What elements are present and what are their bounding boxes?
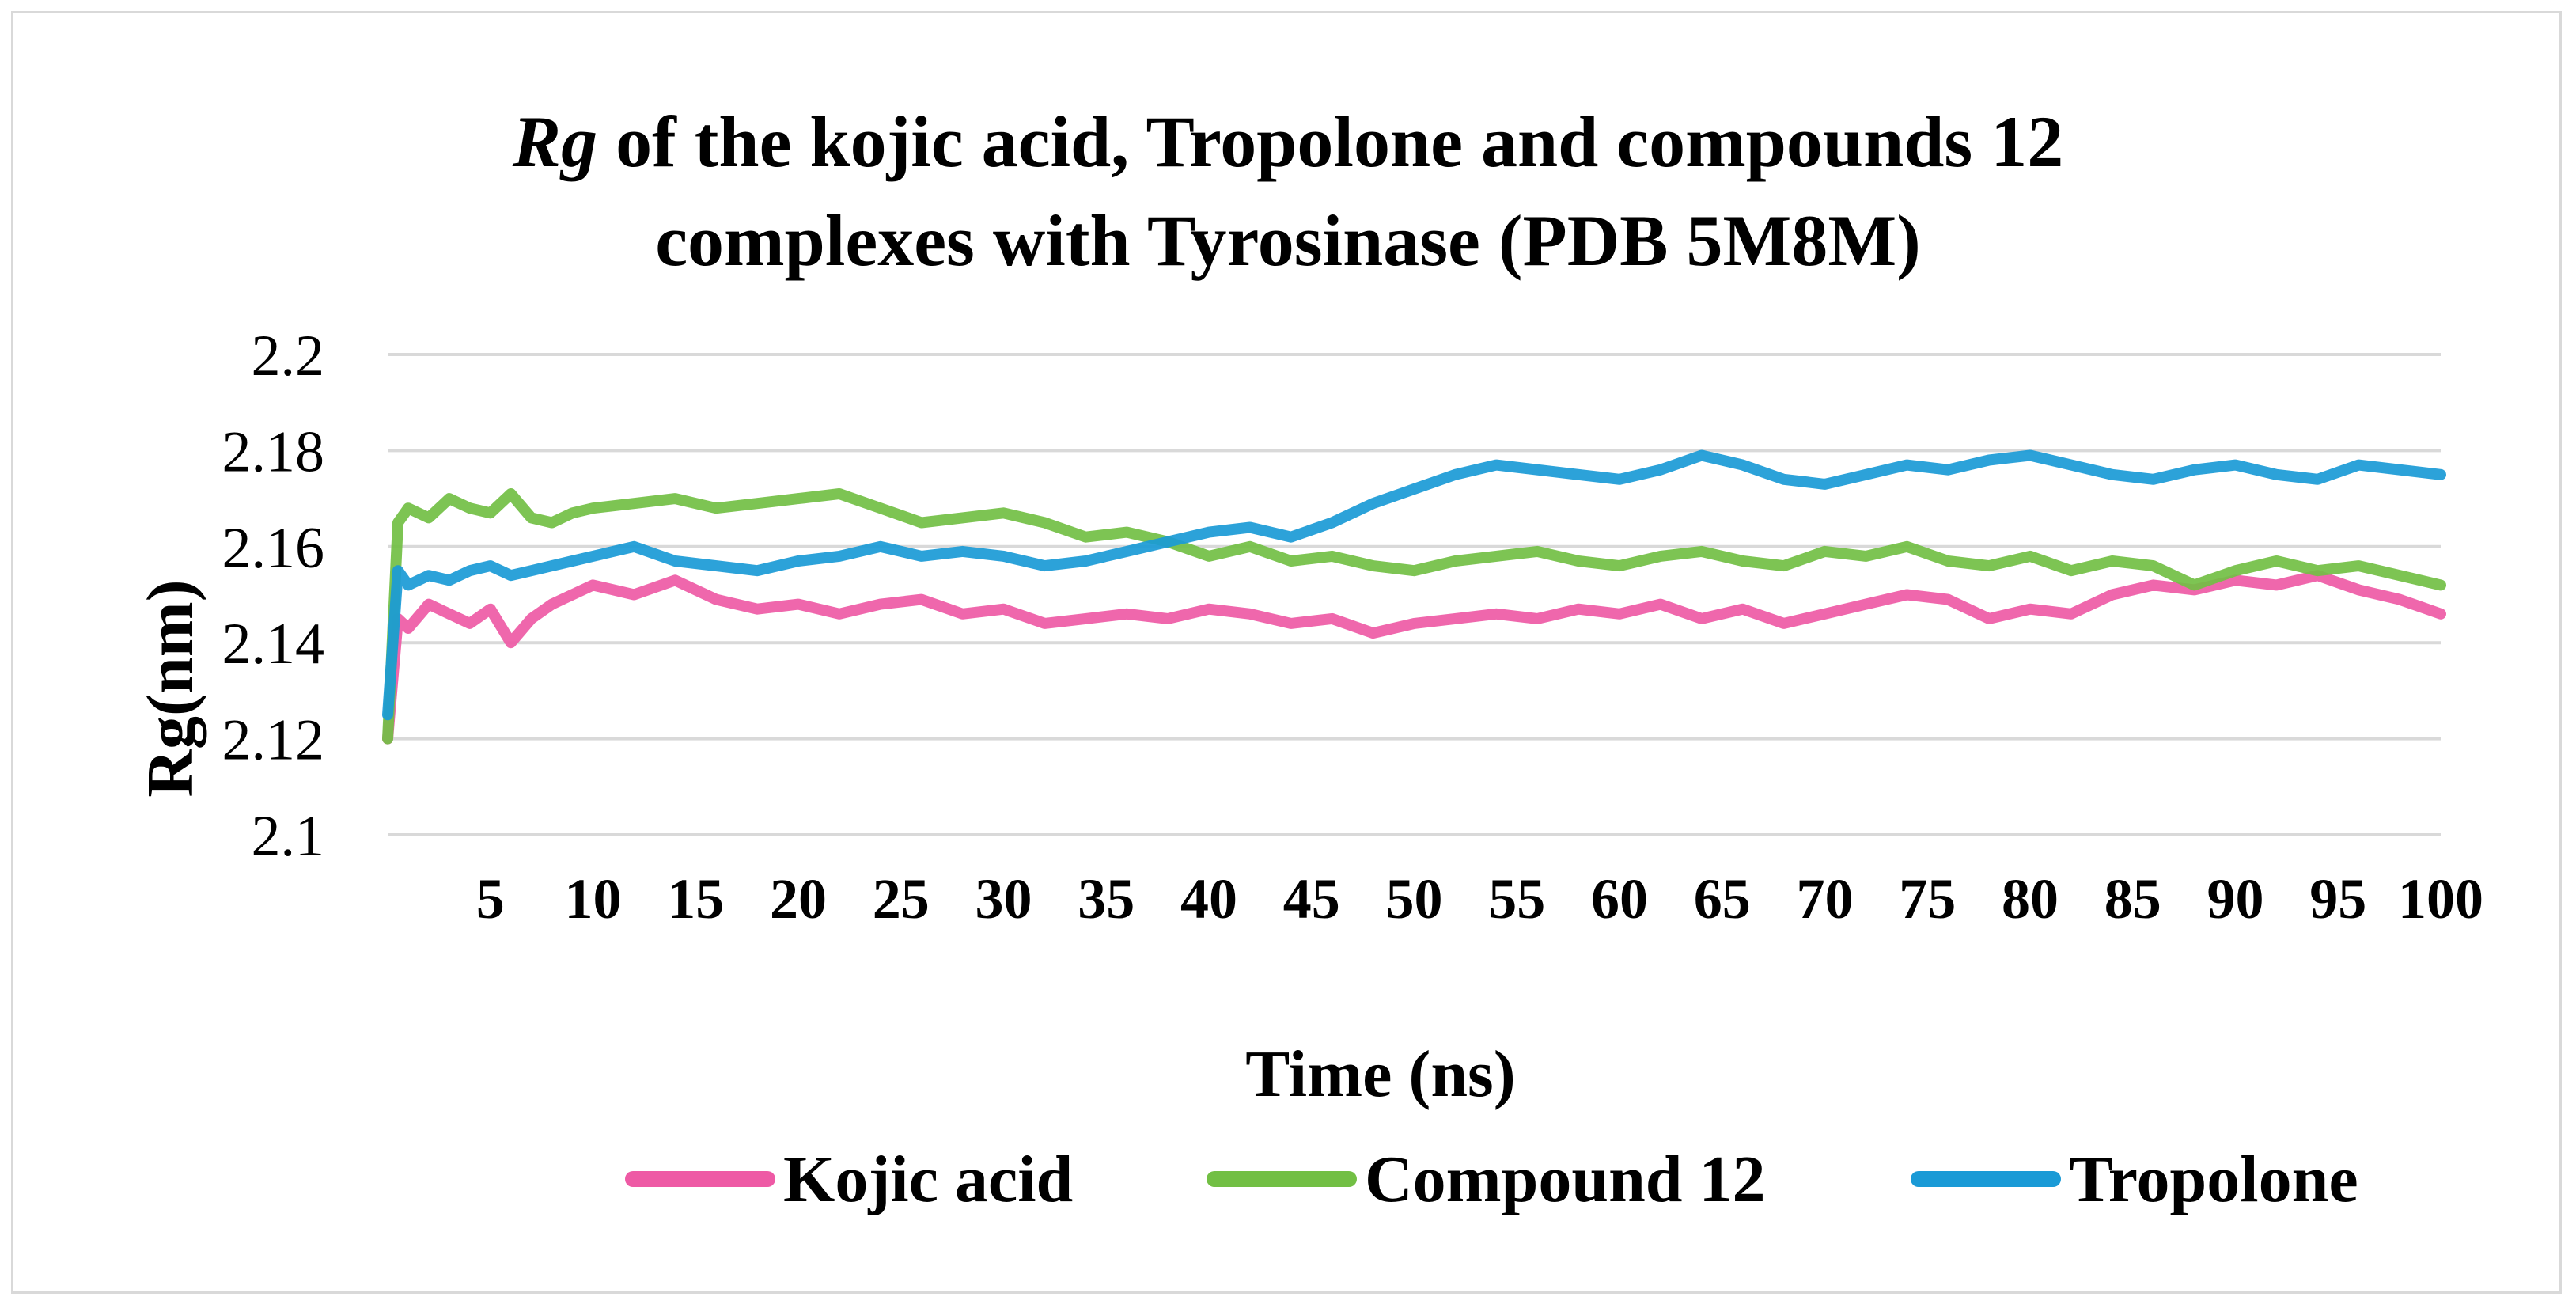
chart-title-italic: Rg [512, 101, 597, 182]
x-tick-label: 30 [975, 867, 1032, 931]
x-tick-label: 55 [1488, 867, 1545, 931]
x-tick-label: 80 [2002, 867, 2059, 931]
legend: Kojic acid Compound 12 Tropolone [625, 1143, 2358, 1216]
grid [388, 353, 2441, 836]
x-tick-label: 85 [2104, 867, 2161, 931]
y-tick-label: 2.18 [222, 419, 325, 484]
x-tick-label: 25 [873, 867, 930, 931]
x-tick-label: 15 [667, 867, 724, 931]
legend-label: Compound 12 [1365, 1143, 1766, 1216]
x-tick-label: 35 [1078, 867, 1135, 931]
x-tick-label: 75 [1899, 867, 1956, 931]
y-tick-label: 2.16 [222, 516, 325, 581]
x-tick-label: 10 [565, 867, 622, 931]
x-tick-label: 5 [476, 867, 505, 931]
x-tick-label: 50 [1386, 867, 1443, 931]
x-tick-label: 40 [1180, 867, 1237, 931]
chart-title-line1: Rg of the kojic acid, Tropolone and comp… [512, 101, 2063, 182]
legend-label: Kojic acid [783, 1143, 1073, 1216]
y-axis-label: Rg(nm) [134, 579, 207, 797]
x-tick-label: 95 [2309, 867, 2366, 931]
x-tick-label: 60 [1591, 867, 1648, 931]
x-tick-label: 100 [2398, 867, 2483, 931]
series-line-0 [382, 570, 2446, 745]
legend-label: Tropolone [2069, 1143, 2358, 1216]
y-tick-label: 2.2 [252, 324, 325, 389]
chart-frame [11, 11, 2562, 1294]
series-line-1 [382, 488, 2446, 745]
x-tick-label: 45 [1283, 867, 1340, 931]
y-tick-label: 2.12 [222, 708, 325, 773]
y-tick-labels: 2.1 2.12 2.14 2.16 2.18 2.2 [222, 324, 325, 869]
y-tick-label: 2.1 [252, 804, 325, 869]
chart-title-line1-rest: of the kojic acid, Tropolone and compoun… [597, 101, 2063, 182]
series-line-2 [382, 449, 2446, 721]
series-lines [382, 449, 2446, 745]
x-tick-label: 20 [770, 867, 827, 931]
y-tick-label: 2.14 [222, 612, 325, 677]
x-tick-label: 65 [1694, 867, 1751, 931]
x-axis-label: Time (ns) [1245, 1037, 1515, 1111]
x-tick-label: 90 [2207, 867, 2264, 931]
x-tick-labels: 5 10 15 20 25 30 35 40 45 50 55 60 65 70 75 80 85 90 95 100 [476, 867, 2483, 931]
chart-title-line2: complexes with Tyrosinase (PDB 5M8M) [655, 200, 1921, 281]
x-tick-label: 70 [1797, 867, 1854, 931]
